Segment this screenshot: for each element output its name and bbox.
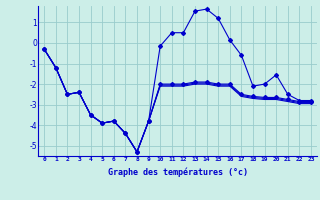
X-axis label: Graphe des températures (°c): Graphe des températures (°c)	[108, 168, 248, 177]
